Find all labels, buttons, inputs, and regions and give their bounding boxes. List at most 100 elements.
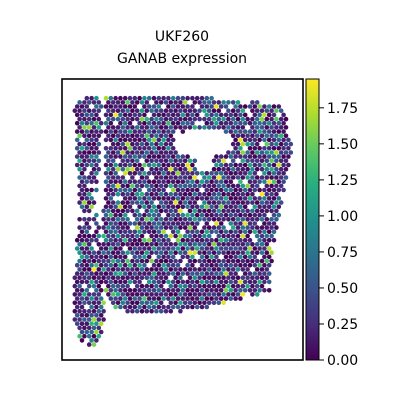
expression-spot	[264, 225, 270, 230]
expression-spot	[134, 217, 140, 222]
expression-spot	[223, 120, 229, 126]
expression-spot	[158, 166, 164, 172]
expression-spot	[233, 146, 238, 151]
expression-spot	[89, 204, 94, 210]
expression-spot	[125, 191, 130, 197]
expression-spot	[122, 296, 128, 301]
expression-spot	[113, 271, 118, 276]
expression-spot	[156, 212, 162, 218]
expression-spot	[223, 237, 229, 243]
expression-spot	[180, 246, 186, 251]
expression-spot	[271, 129, 277, 134]
expression-spot	[125, 233, 130, 239]
expression-spot	[158, 158, 164, 164]
expression-spot	[101, 233, 106, 239]
expression-spot	[214, 204, 219, 210]
expression-spot	[216, 100, 222, 105]
expression-spot	[72, 283, 78, 289]
expression-spot	[190, 279, 195, 285]
expression-spot	[245, 175, 250, 180]
expression-spot	[149, 258, 154, 264]
expression-spot	[156, 204, 162, 210]
expression-spot	[211, 191, 217, 197]
expression-spot	[158, 200, 164, 205]
expression-spot	[187, 125, 193, 130]
expression-spot	[156, 95, 162, 101]
expression-spot	[144, 300, 150, 306]
expression-spot	[238, 237, 243, 243]
expression-spot	[142, 304, 147, 310]
expression-spot	[264, 158, 270, 164]
expression-spot	[139, 166, 145, 172]
expression-spot	[209, 288, 214, 293]
expression-spot	[127, 104, 133, 109]
expression-spot	[245, 141, 250, 147]
expression-spot	[214, 262, 219, 268]
expression-spot	[178, 250, 183, 255]
expression-spot	[278, 116, 284, 122]
expression-spot	[161, 221, 166, 226]
expression-spot	[151, 271, 157, 276]
expression-spot	[269, 175, 274, 180]
expression-spot	[168, 208, 174, 214]
expression-spot	[134, 208, 140, 214]
expression-spot	[209, 196, 214, 201]
expression-spot	[91, 100, 97, 105]
expression-spot	[209, 179, 214, 184]
expression-spot	[180, 304, 186, 310]
expression-spot	[221, 116, 226, 122]
expression-spot	[79, 154, 85, 159]
expression-spot	[163, 250, 169, 255]
expression-spot	[259, 217, 265, 222]
expression-spot	[259, 233, 265, 239]
expression-spot	[110, 150, 116, 155]
expression-spot	[146, 304, 152, 310]
expression-spot	[223, 296, 229, 301]
expression-spot	[209, 171, 214, 176]
expression-spot	[132, 254, 138, 260]
expression-spot	[146, 171, 152, 176]
expression-spot	[178, 125, 183, 130]
expression-spot	[228, 221, 234, 226]
expression-spot	[259, 250, 265, 255]
expression-spot	[158, 133, 164, 139]
expression-spot	[170, 154, 176, 159]
expression-spot	[214, 112, 219, 118]
expression-spot	[161, 137, 166, 143]
expression-spot	[84, 237, 90, 243]
expression-spot	[163, 141, 169, 147]
expression-spot	[166, 95, 171, 101]
expression-spot	[259, 191, 265, 197]
expression-spot	[120, 250, 126, 255]
expression-spot	[190, 296, 195, 301]
expression-spot	[269, 191, 274, 197]
expression-spot	[91, 250, 97, 255]
expression-spot	[242, 204, 248, 210]
expression-spot	[192, 267, 198, 272]
expression-spot	[108, 271, 114, 276]
expression-spot	[247, 237, 253, 243]
expression-spot	[209, 262, 214, 268]
expression-spot	[250, 183, 255, 189]
expression-spot	[269, 225, 274, 230]
expression-spot	[74, 129, 80, 134]
expression-spot	[77, 308, 82, 314]
expression-spot	[230, 116, 236, 122]
expression-spot	[211, 108, 217, 113]
expression-spot	[154, 125, 159, 130]
expression-spot	[132, 262, 138, 268]
expression-spot	[154, 133, 159, 139]
expression-spot	[94, 112, 99, 118]
expression-spot	[82, 267, 87, 272]
expression-spot	[170, 104, 176, 109]
expression-spot	[77, 133, 82, 139]
expression-spot	[110, 242, 116, 247]
expression-spot	[154, 208, 159, 214]
expression-spot	[286, 137, 291, 143]
expression-spot	[91, 233, 97, 239]
expression-spot	[115, 275, 121, 281]
expression-spot	[103, 120, 109, 126]
expression-spot	[132, 304, 138, 310]
expression-spot	[103, 204, 109, 210]
expression-spot	[158, 233, 164, 239]
